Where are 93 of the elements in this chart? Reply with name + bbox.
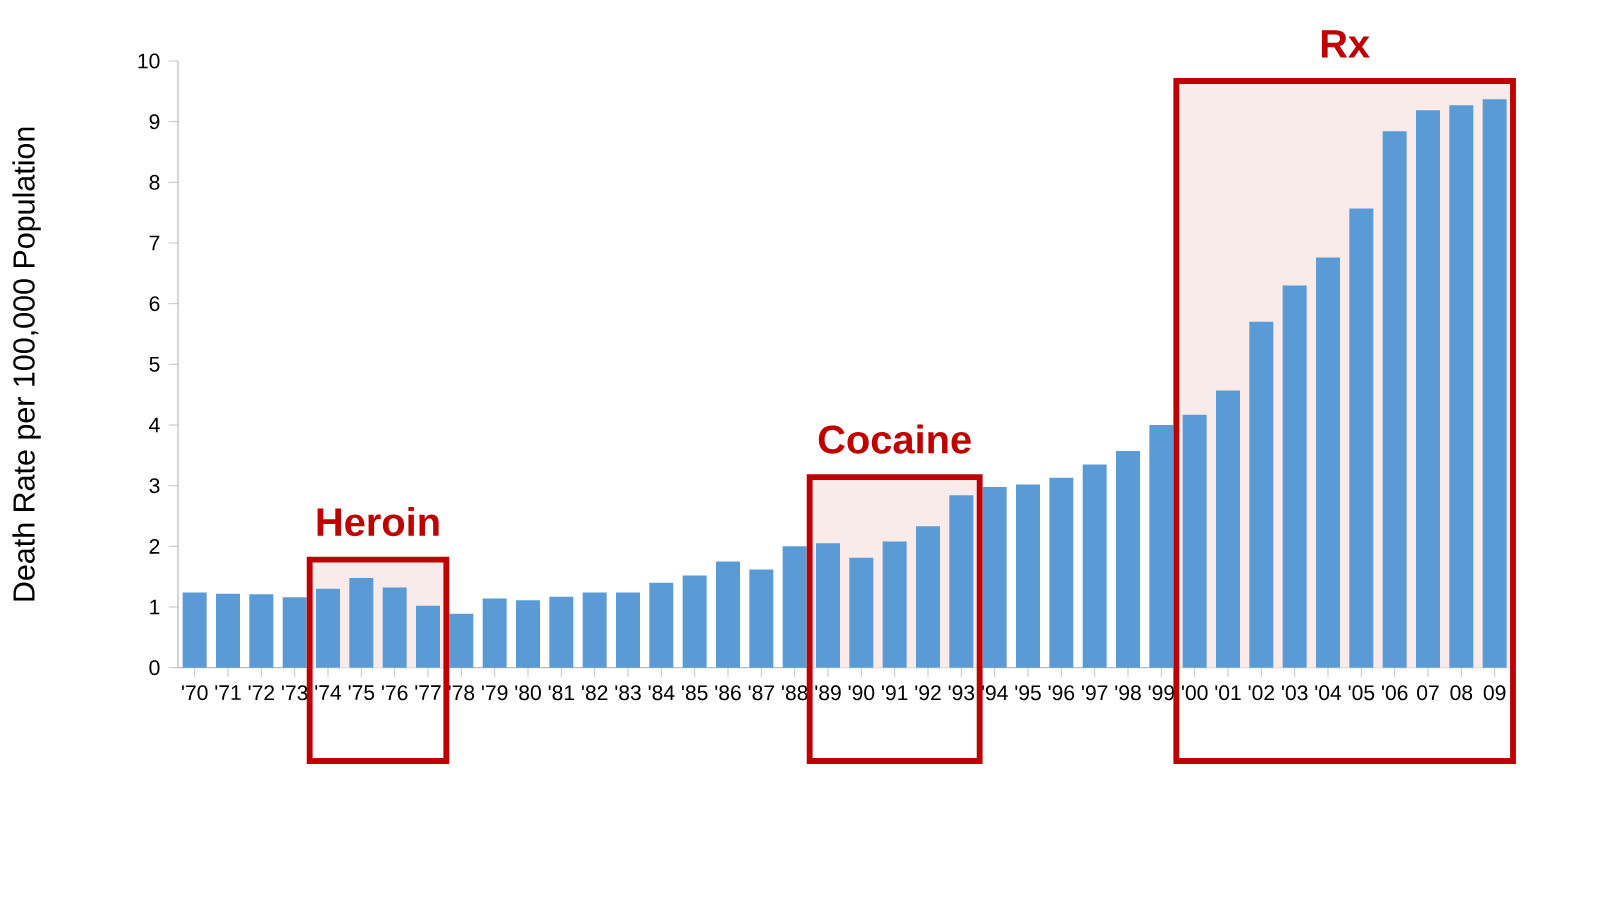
bar [1282, 285, 1307, 668]
bar [982, 486, 1007, 668]
x-tick-label: '04 [1315, 685, 1342, 701]
bar [816, 543, 840, 668]
bar [649, 582, 674, 668]
bar [916, 526, 940, 668]
x-tick-label: '75 [348, 685, 375, 701]
bar [316, 588, 340, 668]
band-label: Heroin [317, 507, 439, 537]
x-tick-label: '71 [215, 685, 241, 700]
bar [382, 587, 407, 668]
bar [1349, 208, 1374, 668]
y-tick-label: 5 [149, 356, 160, 372]
x-tick-label: '88 [781, 685, 808, 701]
bar [449, 613, 474, 668]
bar [749, 569, 774, 668]
x-tick-label: '90 [848, 685, 875, 701]
bar [882, 541, 907, 668]
x-tick-label: '79 [481, 685, 508, 701]
x-tick-label: 08 [1450, 685, 1473, 701]
bar [716, 561, 740, 668]
x-tick-label: '85 [681, 685, 708, 701]
x-tick-label: '96 [1048, 685, 1075, 701]
x-tick-label: '97 [1082, 685, 1108, 701]
bar [1149, 425, 1174, 668]
bar [1482, 99, 1507, 668]
bar [416, 605, 441, 668]
bar [349, 577, 374, 668]
bar [1382, 131, 1407, 668]
bar [1249, 321, 1274, 668]
x-tick-label: '82 [581, 685, 608, 701]
x-tick-label: '81 [548, 685, 575, 701]
x-tick-label: '02 [1248, 685, 1275, 701]
bar [516, 600, 541, 668]
x-tick-label: '01 [1215, 685, 1241, 701]
bar [1016, 484, 1041, 668]
x-tick-label: '05 [1348, 685, 1375, 701]
x-tick-label: 07 [1417, 685, 1439, 701]
y-tick-label: 2 [149, 538, 160, 554]
x-tick-label: '91 [882, 685, 908, 701]
bar [849, 557, 874, 668]
x-tick-label: 09 [1483, 685, 1506, 701]
bar [1316, 257, 1340, 668]
y-tick-label: 10 [138, 53, 160, 69]
x-tick-label: '72 [248, 685, 274, 701]
y-tick-label: 9 [149, 114, 160, 130]
bar [549, 596, 574, 668]
bar [682, 575, 707, 668]
x-tick-label: '89 [815, 685, 841, 701]
band-label: Rx [1321, 30, 1370, 58]
bar [1449, 105, 1474, 668]
x-tick-label: '70 [181, 685, 208, 701]
y-tick-label: 8 [149, 174, 160, 190]
bar [1049, 477, 1074, 668]
bar [616, 592, 640, 668]
x-tick-label: '06 [1382, 685, 1408, 701]
bar [782, 546, 807, 668]
y-tick-label: 0 [149, 660, 160, 676]
bar [949, 495, 974, 668]
y-tick-label: 3 [149, 478, 160, 494]
bar [1082, 464, 1107, 668]
bar [1216, 390, 1241, 668]
x-tick-label: '00 [1182, 685, 1208, 701]
x-tick-label: '95 [1015, 685, 1041, 701]
bar [282, 597, 307, 668]
x-tick-label: '77 [415, 685, 441, 700]
bar [1182, 414, 1207, 668]
bar [249, 594, 274, 668]
x-tick-label: '87 [748, 685, 774, 701]
y-tick-label: 7 [149, 235, 160, 251]
bar [482, 598, 507, 668]
bar [182, 592, 207, 668]
x-tick-label: '93 [948, 685, 975, 701]
bar [1416, 110, 1440, 668]
x-tick-label: '80 [515, 685, 541, 701]
x-tick-label: '86 [715, 685, 741, 701]
y-axis-title: Death Rate per 100,000 Population [12, 127, 41, 601]
x-tick-label: '76 [381, 685, 408, 701]
x-tick-label: '03 [1282, 685, 1308, 701]
x-tick-label: '83 [615, 685, 641, 701]
x-tick-label: '84 [648, 685, 675, 701]
bar [582, 592, 607, 668]
bar [1116, 451, 1141, 668]
band-label: Cocaine [818, 424, 971, 454]
y-tick-label: 1 [150, 599, 160, 615]
x-tick-label: '73 [281, 685, 308, 701]
y-tick-label: 4 [149, 417, 160, 433]
x-tick-label: '78 [448, 685, 475, 701]
x-tick-label: '74 [315, 685, 342, 700]
bar [216, 593, 240, 668]
y-tick-label: 6 [149, 296, 160, 312]
x-tick-label: '98 [1115, 685, 1141, 701]
x-tick-label: '92 [915, 685, 941, 701]
